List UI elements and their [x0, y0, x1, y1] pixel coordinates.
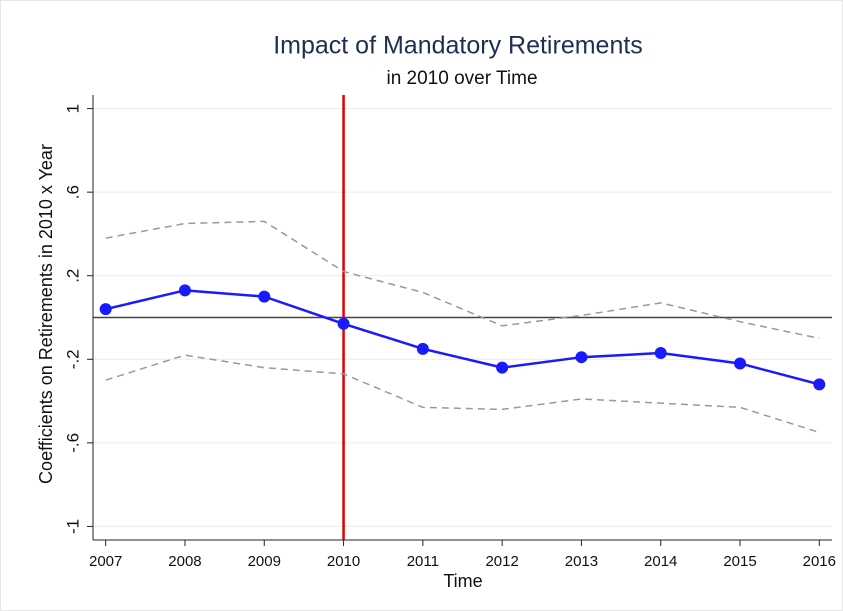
x-tick-label: 2008: [168, 553, 201, 570]
x-tick-label: 2012: [485, 553, 518, 570]
x-tick-label: 2007: [89, 553, 122, 570]
point: [337, 317, 350, 330]
y-tick-label: .6: [63, 185, 82, 199]
y-tick-label: -1: [63, 519, 82, 534]
y-tick-label: .2: [63, 269, 82, 283]
point: [734, 357, 747, 370]
ci-line: [105, 354, 820, 434]
chart-title: Impact of Mandatory Retirements: [273, 32, 643, 60]
x-tick-label: 2016: [803, 553, 836, 570]
x-tick-label: 2014: [644, 553, 677, 570]
point: [416, 342, 429, 355]
series-line: [105, 289, 820, 386]
point: [654, 347, 667, 360]
chart-subtitle: in 2010 over Time: [386, 68, 537, 89]
x-axis-label: Time: [443, 571, 482, 591]
point: [99, 303, 112, 316]
x-tick-label: 2010: [327, 553, 360, 570]
x-tick-label: 2009: [248, 553, 281, 570]
point: [258, 290, 271, 303]
point: [575, 351, 588, 364]
x-tick-label: 2013: [565, 553, 598, 570]
y-tick-label: -.6: [63, 433, 82, 453]
y-tick-label: 1: [63, 104, 82, 113]
y-axis-label: Coefficients on Retirements in 2010 x Ye…: [36, 144, 56, 484]
x-tick-label: 2011: [407, 553, 439, 570]
point: [178, 284, 191, 297]
x-tick-label: 2015: [723, 553, 756, 570]
y-tick-label: -.2: [63, 349, 82, 369]
ci-line: [105, 220, 820, 340]
point: [813, 378, 826, 391]
point: [496, 361, 509, 374]
